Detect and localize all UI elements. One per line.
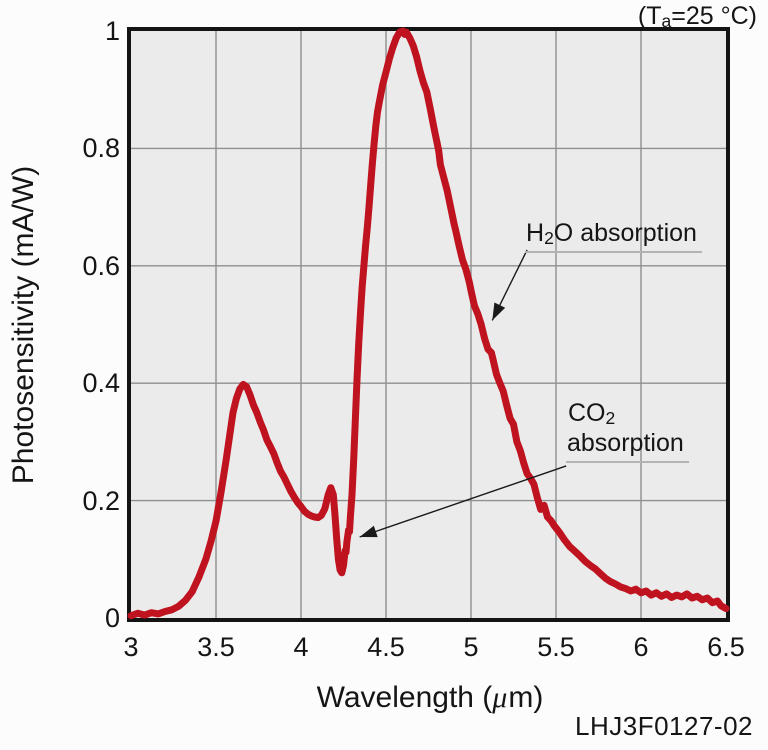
x-axis-title-post: m) (508, 681, 544, 714)
x-tick-label: 5.5 (537, 632, 575, 662)
x-tick-label: 4 (293, 632, 309, 662)
annotation-co2-absorption: CO2 absorption (566, 398, 689, 463)
condition-text-pre: (T (637, 2, 662, 30)
y-tick-label: 0.4 (82, 368, 120, 399)
y-tick-label: 1 (104, 16, 120, 46)
x-tick-label: 5 (463, 632, 479, 662)
x-tick-label: 6.5 (707, 632, 745, 662)
annotation-co2-line1: CO2 (568, 399, 616, 429)
condition-text-sub: a (661, 11, 672, 32)
annotation-h2o-text: H2O absorption (525, 218, 702, 253)
y-tick-label: 0.8 (82, 133, 120, 164)
y-tick-label: 0 (104, 603, 120, 633)
photosensitivity-curve (127, 27, 730, 620)
x-axis-title-mu: μ (492, 681, 508, 714)
x-axis-title-pre: Wavelength ( (316, 681, 493, 714)
y-tick-label: 0.2 (82, 485, 120, 516)
y-axis-title: Photosensitivity (mA/W) (7, 165, 40, 485)
x-tick-label: 3.5 (197, 632, 235, 662)
condition-text-post: =25 °C) (671, 2, 757, 30)
annotation-h2o-absorption: H2O absorption (525, 218, 702, 253)
x-tick-label: 6 (633, 632, 649, 662)
condition-label: (Ta=25 °C) (638, 2, 757, 31)
co2-absorption-leader-line (359, 465, 567, 538)
y-tick-label: 0.6 (82, 250, 120, 281)
x-tick-label: 4.5 (367, 632, 405, 662)
h2o-absorption-arrowhead-icon (492, 302, 506, 321)
annotation-co2-line2: absorption (566, 428, 689, 463)
co2-absorption-arrowhead-icon (359, 525, 378, 538)
part-number-label: LHJ3F0127-02 (575, 711, 753, 741)
plot-area (127, 27, 730, 622)
x-tick-label: 3 (123, 632, 139, 662)
x-axis-title: Wavelength (μm) (317, 681, 544, 715)
